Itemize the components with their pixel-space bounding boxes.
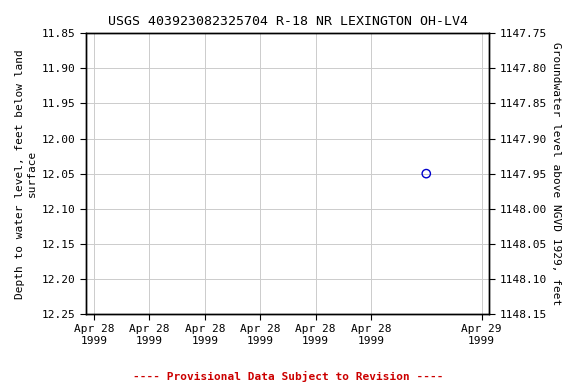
Title: USGS 403923082325704 R-18 NR LEXINGTON OH-LV4: USGS 403923082325704 R-18 NR LEXINGTON O… (108, 15, 468, 28)
Point (422, 170, 431, 177)
Y-axis label: Groundwater level above NGVD 1929, feet: Groundwater level above NGVD 1929, feet (551, 42, 561, 305)
Y-axis label: Depth to water level, feet below land
surface: Depth to water level, feet below land su… (15, 49, 37, 298)
Text: ---- Provisional Data Subject to Revision ----: ---- Provisional Data Subject to Revisio… (132, 371, 444, 382)
